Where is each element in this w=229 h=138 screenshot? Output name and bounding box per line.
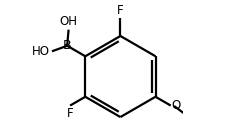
Text: F: F [117,4,123,17]
Text: HO: HO [32,45,50,58]
Text: F: F [66,107,73,120]
Text: B: B [63,39,71,52]
Text: O: O [171,99,180,112]
Text: OH: OH [59,15,77,28]
